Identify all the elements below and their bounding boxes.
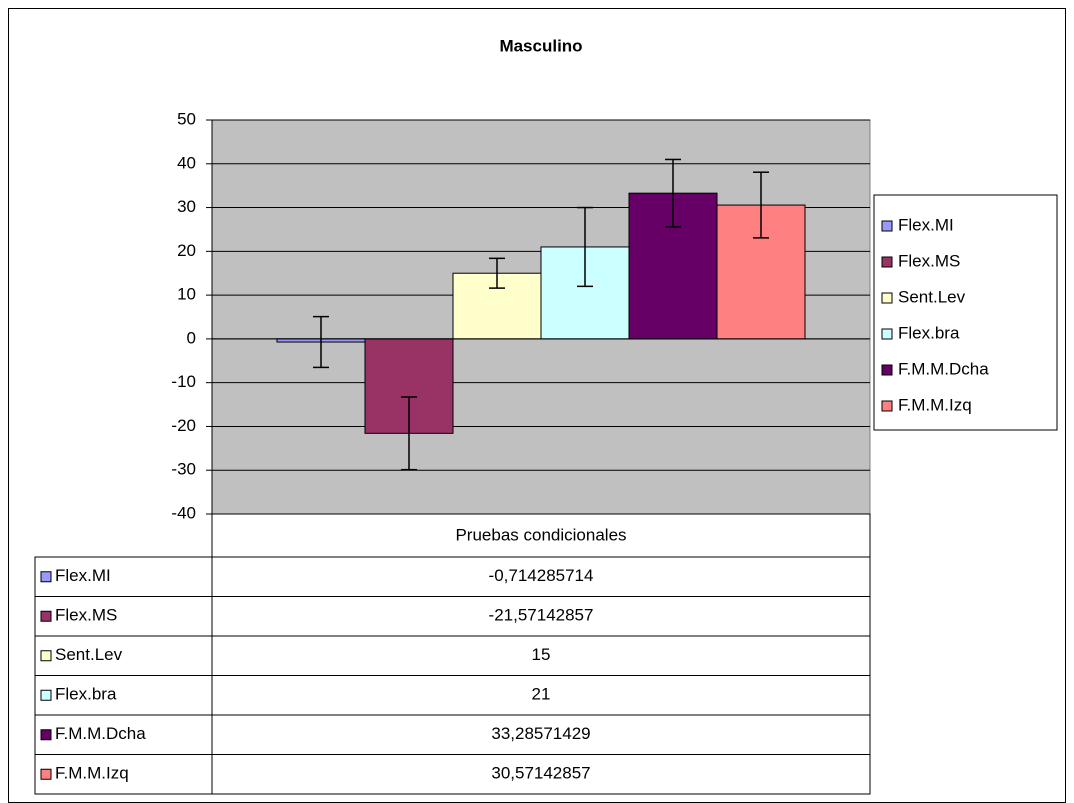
table-legend-key (40, 729, 52, 741)
table-legend-key (40, 650, 52, 662)
legend-label: Sent.Lev (898, 287, 966, 306)
table-series-name: Flex.MS (55, 606, 117, 625)
legend-label: Flex.MS (898, 251, 960, 270)
y-tick-label: -40 (171, 503, 196, 522)
y-tick-label: -10 (171, 372, 196, 391)
legend-label: Flex.bra (898, 323, 960, 342)
legend-label: F.M.M.Dcha (898, 359, 989, 378)
y-tick-label: 10 (177, 285, 196, 304)
legend-key (881, 220, 893, 232)
y-tick-label: -20 (171, 416, 196, 435)
y-tick-label: 30 (177, 197, 196, 216)
table-legend-key (40, 610, 52, 622)
legend-box (873, 194, 1058, 431)
table-legend-key (40, 689, 52, 701)
y-tick-label: 40 (177, 153, 196, 172)
legend-key (881, 400, 893, 412)
table-series-name: Flex.MI (55, 566, 111, 585)
table-series-name: F.M.M.Izq (55, 764, 129, 783)
legend-label: Flex.MI (898, 215, 954, 234)
table-value-cell (211, 754, 871, 795)
table-value: 15 (532, 645, 551, 664)
table-value: -0,714285714 (489, 566, 594, 585)
legend-key (881, 328, 893, 340)
legend-key (881, 292, 893, 304)
table-value: 21 (532, 685, 551, 704)
y-tick-label: 0 (187, 328, 196, 347)
y-tick-label: -30 (171, 460, 196, 479)
table-series-name: Sent.Lev (55, 645, 123, 664)
table-series-name: Flex.bra (55, 685, 117, 704)
table-value: -21,57142857 (489, 606, 594, 625)
table-legend-key (40, 768, 52, 780)
y-tick-label: 20 (177, 241, 196, 260)
y-tick-label: 50 (177, 109, 196, 128)
legend-label: F.M.M.Izq (898, 395, 972, 414)
table-series-name: F.M.M.Dcha (55, 724, 146, 743)
table-legend-key (40, 571, 52, 583)
legend-key (881, 256, 893, 268)
table-value: 30,57142857 (491, 764, 590, 783)
category-label: Pruebas condicionales (455, 525, 626, 544)
chart-title: Masculino (499, 36, 582, 55)
table-value: 33,28571429 (491, 724, 590, 743)
legend-key (881, 364, 893, 376)
